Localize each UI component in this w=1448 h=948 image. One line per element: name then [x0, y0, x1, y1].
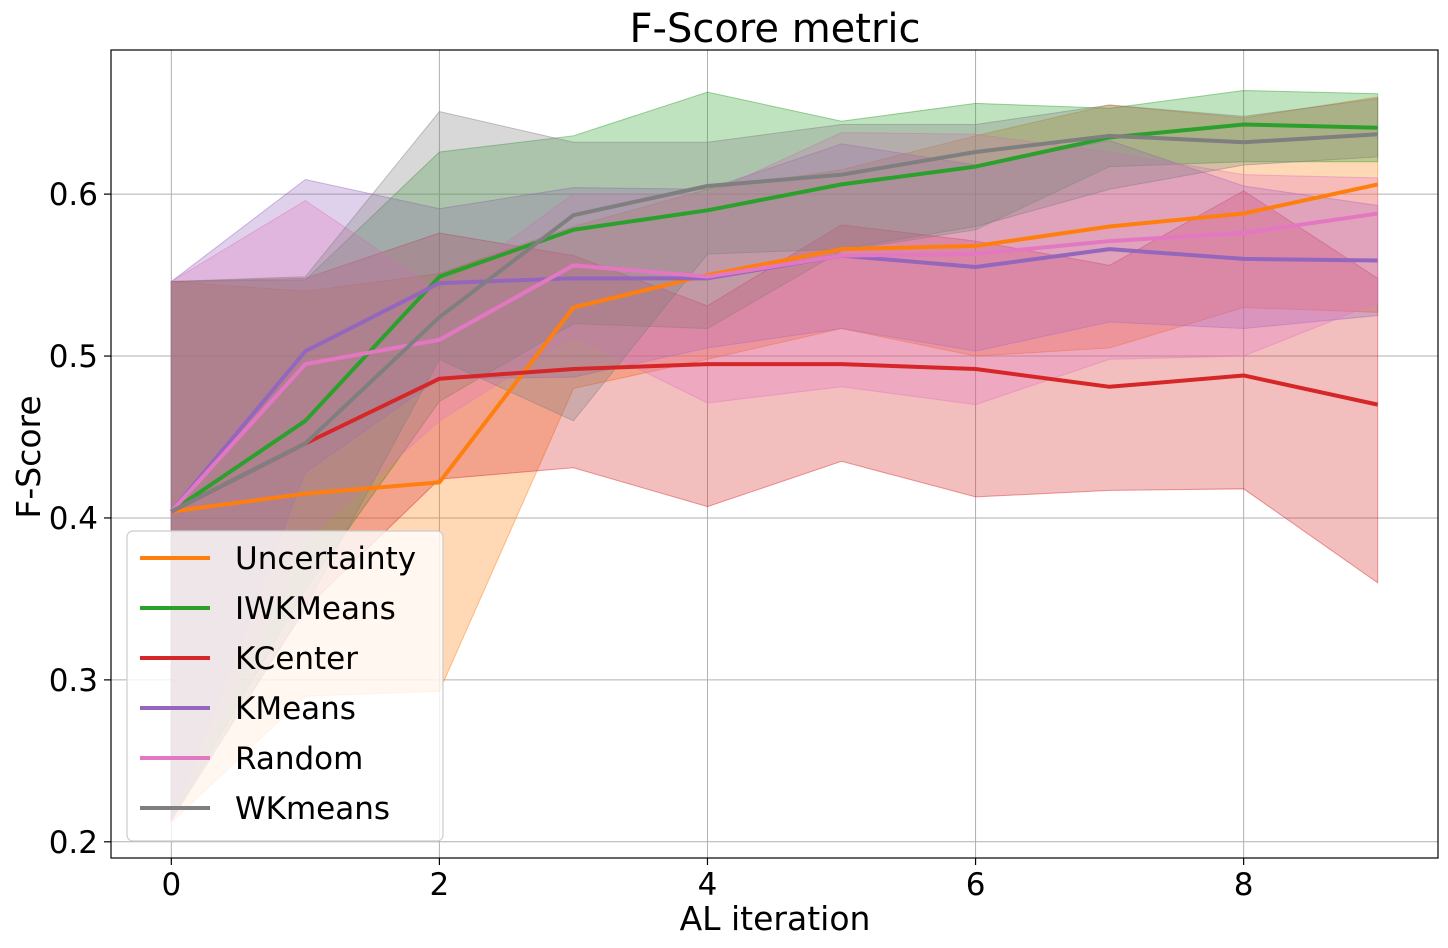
- x-tick-label: 6: [966, 867, 986, 903]
- y-tick-label: 0.6: [49, 177, 98, 213]
- band-kmeans: [170, 140, 1379, 821]
- x-tick-label: 0: [161, 867, 181, 903]
- y-tick-label: 0.2: [49, 825, 98, 861]
- legend-label-random: Random: [235, 741, 363, 777]
- band-kcenter: [170, 190, 1379, 821]
- y-axis-ticks: 0.2 0.3 0.4 0.5 0.6: [49, 177, 111, 861]
- x-tick-label: 4: [698, 867, 718, 903]
- legend: Uncertainty IWKMeans KCenter KMeans Random WK…: [126, 530, 444, 842]
- line-kcenter: [170, 362, 1379, 514]
- x-axis-ticks: 0 2 4 6 8: [161, 858, 1254, 903]
- line-uncertainty: [171, 182, 1379, 514]
- band-uncertainty: [170, 96, 1379, 824]
- band-wkmeans: [170, 98, 1379, 823]
- legend-label-kmeans: KMeans: [235, 691, 356, 727]
- y-tick-label: 0.5: [49, 339, 98, 375]
- chart-title: F-Score metric: [630, 6, 921, 52]
- legend-label-wkmeans: WKmeans: [235, 791, 390, 827]
- plot-frame: [110, 49, 1439, 859]
- y-axis-label: F-Score: [9, 395, 48, 518]
- x-tick-label: 8: [1234, 867, 1254, 903]
- y-tick-label: 0.4: [49, 501, 98, 537]
- confidence-bands: [170, 89, 1379, 824]
- y-tick-label: 0.3: [49, 663, 98, 699]
- line-iwkmeans: [170, 122, 1378, 514]
- line-wkmeans: [170, 132, 1378, 514]
- series-lines: [169, 122, 1379, 514]
- legend-label-iwkmeans: IWKMeans: [235, 591, 396, 627]
- x-tick-label: 2: [430, 867, 450, 903]
- legend-label-kcenter: KCenter: [235, 641, 358, 677]
- legend-label-uncertainty: Uncertainty: [235, 541, 416, 577]
- band-random: [170, 132, 1379, 821]
- x-axis-label: AL iteration: [680, 899, 871, 938]
- line-random: [169, 211, 1378, 513]
